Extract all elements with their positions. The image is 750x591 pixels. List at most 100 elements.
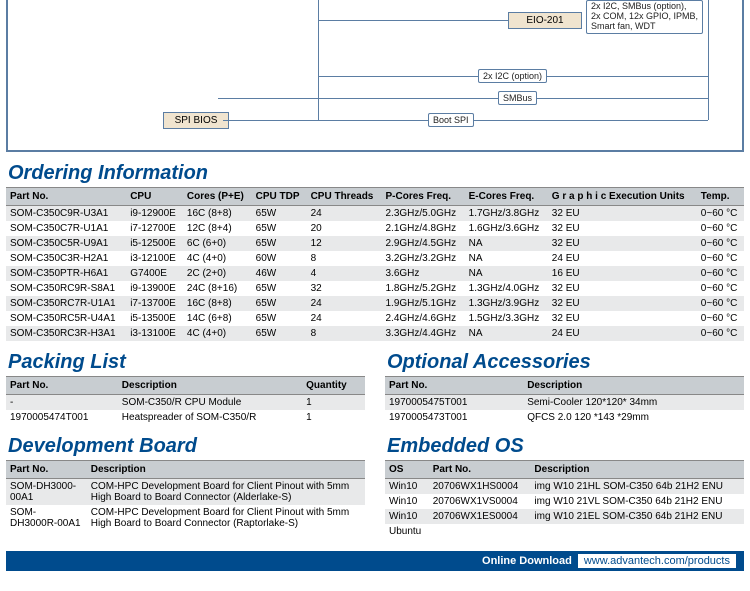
cell: 24 EU [548,251,697,266]
table-row: Win1020706WX1HS0004img W10 21HL SOM-C350… [385,479,744,495]
cell: img W10 21HL SOM-C350 64b 21H2 ENU [530,479,744,495]
cell: 20 [307,221,382,236]
col-header: Part No. [429,461,531,479]
spi-bios-box: SPI BIOS [163,112,229,129]
embos-heading: Embedded OS [387,435,750,458]
cell: - [6,395,118,411]
cell: SOM-C350C3R-H2A1 [6,251,126,266]
cell: 0~60 °C [697,311,744,326]
cell: 65W [252,236,307,251]
cell: 16C (8+8) [183,296,252,311]
col-header: Part No. [385,377,523,395]
cell: G7400E [126,266,183,281]
devboard-table: Part No.Description SOM-DH3000-00A1COM-H… [6,460,365,531]
cell: 32 EU [548,296,697,311]
embos-header-row: OSPart No.Description [385,461,744,479]
table-row: Win1020706WX1VS0004img W10 21VL SOM-C350… [385,494,744,509]
cell: img W10 21EL SOM-C350 64b 21H2 ENU [530,509,744,524]
cell: 0~60 °C [697,236,744,251]
eio201-box: EIO-201 [508,12,582,29]
line [318,20,508,21]
packing-heading: Packing List [8,351,371,374]
cell: QFCS 2.0 120 *143 *29mm [523,410,744,425]
cell: 1.7GHz/3.8GHz [465,206,548,222]
packing-header-row: Part No.DescriptionQuantity [6,377,365,395]
embos-body: Win1020706WX1HS0004img W10 21HL SOM-C350… [385,479,744,540]
cell: 2.1GHz/4.8GHz [381,221,464,236]
cell: 1.8GHz/5.2GHz [381,281,464,296]
cell: 16C (8+8) [183,206,252,222]
cell: 2.3GHz/5.0GHz [381,206,464,222]
table-row: SOM-C350C7R-U1A1i7-12700E12C (8+4)65W202… [6,221,744,236]
cell: 1970005474T001 [6,410,118,425]
col-header: G r a p h i c Execution Units [548,188,697,206]
cell: 1 [302,395,365,411]
cell: 8 [307,326,382,341]
cell: 32 EU [548,221,697,236]
smbus-label: SMBus [498,91,537,105]
table-row: SOM-C350C3R-H2A1i3-12100E4C (4+0)60W83.2… [6,251,744,266]
cell: 1.6GHz/3.6GHz [465,221,548,236]
devboard-header-row: Part No.Description [6,461,365,479]
col-header: Description [87,461,365,479]
cell: 14C (6+8) [183,311,252,326]
col-header: Part No. [6,188,126,206]
table-row: SOM-DH3000R-00A1COM-HPC Development Boar… [6,505,365,531]
cell: 1.3GHz/4.0GHz [465,281,548,296]
cell: 12C (8+4) [183,221,252,236]
cell: 6C (6+0) [183,236,252,251]
cell: SOM-C350C9R-U3A1 [6,206,126,222]
cell: COM-HPC Development Board for Client Pin… [87,479,365,506]
packing-table: Part No.DescriptionQuantity -SOM-C350/R … [6,376,365,425]
cell: 2C (2+0) [183,266,252,281]
cell: 32 EU [548,236,697,251]
cell: 1.9GHz/5.1GHz [381,296,464,311]
ordering-header-row: Part No.CPUCores (P+E)CPU TDPCPU Threads… [6,188,744,206]
cell: 65W [252,281,307,296]
cell: NA [465,326,548,341]
ordering-table: Part No.CPUCores (P+E)CPU TDPCPU Threads… [6,187,744,341]
cell: 4C (4+0) [183,326,252,341]
cell: 32 EU [548,311,697,326]
table-row: SOM-C350RC7R-U1A1i7-13700E16C (8+8)65W24… [6,296,744,311]
cell: 0~60 °C [697,296,744,311]
cell: 8 [307,251,382,266]
cell: 0~60 °C [697,266,744,281]
table-row: SOM-C350PTR-H6A1G7400E2C (2+0)46W43.6GHz… [6,266,744,281]
col-header: E-Cores Freq. [465,188,548,206]
cell: 20706WX1HS0004 [429,479,531,495]
cell: 0~60 °C [697,221,744,236]
i2c-option-label: 2x I2C (option) [478,69,547,83]
col-header: CPU [126,188,183,206]
table-row: SOM-C350C9R-U3A1i9-12900E16C (8+8)65W242… [6,206,744,222]
embos-table: OSPart No.Description Win1020706WX1HS000… [385,460,744,539]
table-row: Win1020706WX1ES0004img W10 21EL SOM-C350… [385,509,744,524]
cell: NA [465,251,548,266]
col-header: Description [530,461,744,479]
cell: img W10 21VL SOM-C350 64b 21H2 ENU [530,494,744,509]
table-row: 1970005473T001QFCS 2.0 120 *143 *29mm [385,410,744,425]
table-row: SOM-C350RC3R-H3A1i3-13100E4C (4+0)65W83.… [6,326,744,341]
cell: 24 [307,311,382,326]
cell: 0~60 °C [697,206,744,222]
cell: 3.3GHz/4.4GHz [381,326,464,341]
line [318,0,319,120]
cell: 3.2GHz/3.2GHz [381,251,464,266]
cell: 12 [307,236,382,251]
cell: SOM-C350/R CPU Module [118,395,302,411]
col-header: CPU Threads [307,188,382,206]
ordering-heading: Ordering Information [8,162,750,185]
footer-bar: Online Download www.advantech.com/produc… [6,551,744,571]
cell: NA [465,236,548,251]
cell: 3.6GHz [381,266,464,281]
footer-url[interactable]: www.advantech.com/products [578,554,736,568]
col-header: Part No. [6,461,87,479]
col-header: Part No. [6,377,118,395]
cell: 65W [252,221,307,236]
cell: 32 [307,281,382,296]
optacc-heading: Optional Accessories [387,351,750,374]
option-label-1: 2x I2C, SMBus (option), 2x COM, 12x GPIO… [586,0,703,34]
col-header: Description [118,377,302,395]
devboard-heading: Development Board [8,435,371,458]
cell: i7-12700E [126,221,183,236]
